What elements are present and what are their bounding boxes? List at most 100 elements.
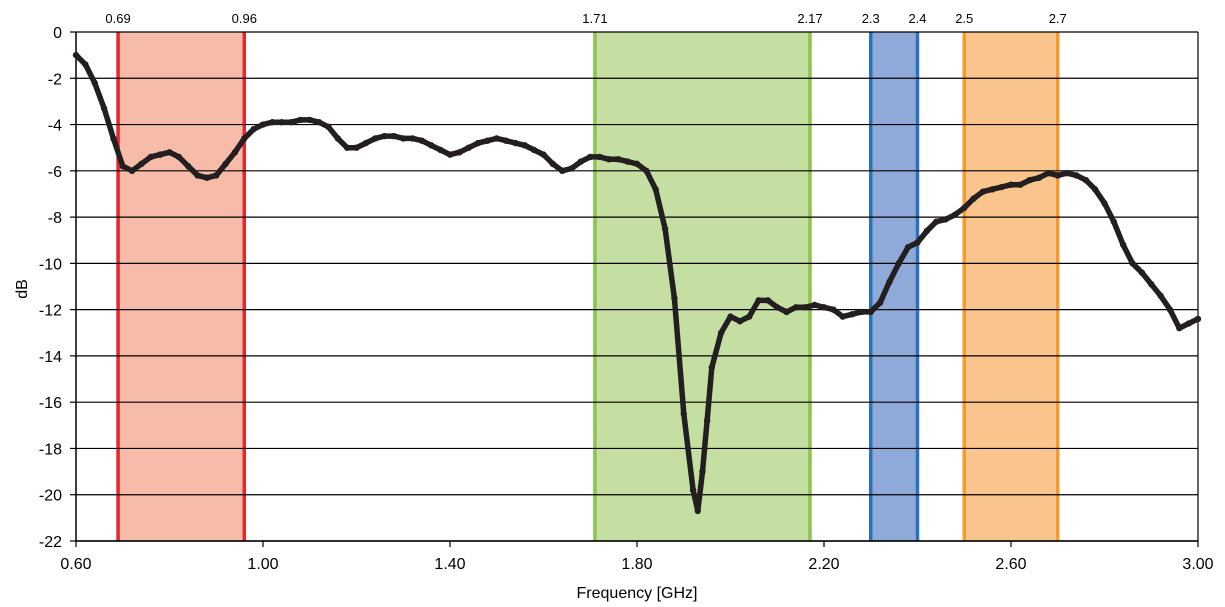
data-point <box>259 121 267 128</box>
data-point <box>437 146 444 154</box>
x-tick-label: 3.00 <box>1182 556 1213 573</box>
y-tick-label: -14 <box>39 349 62 366</box>
band-3-start-label: 2.3 <box>862 11 880 26</box>
data-point <box>400 135 407 142</box>
data-point <box>605 156 613 163</box>
data-point <box>231 149 239 156</box>
data-point <box>203 174 211 181</box>
data-point <box>559 167 566 175</box>
data-point <box>717 329 725 336</box>
data-point <box>1138 269 1146 276</box>
band-3 <box>870 32 918 541</box>
data-point <box>727 313 734 320</box>
data-point <box>1035 174 1043 181</box>
data-point <box>521 142 528 149</box>
band-2-end-label: 2.17 <box>797 11 822 26</box>
data-point <box>241 135 248 142</box>
data-point <box>587 153 594 161</box>
data-point <box>250 125 257 133</box>
data-point <box>502 137 510 144</box>
data-point <box>979 188 987 195</box>
data-point <box>549 160 557 168</box>
frequency-bands <box>116 32 1060 541</box>
data-point <box>661 225 669 232</box>
y-tick-label: -2 <box>48 71 62 88</box>
data-point <box>577 158 585 165</box>
x-tick-label: 2.60 <box>995 556 1026 573</box>
band-1-start-label: 0.69 <box>105 11 130 26</box>
data-point <box>970 195 977 202</box>
band-3-end-label: 2.4 <box>908 11 926 26</box>
data-point <box>278 119 285 126</box>
data-point <box>540 151 547 158</box>
data-point <box>334 135 341 142</box>
data-point <box>951 211 959 218</box>
data-point <box>446 151 454 158</box>
data-point <box>1026 176 1033 184</box>
data-point <box>156 151 164 158</box>
data-point <box>72 51 80 59</box>
data-point <box>914 239 921 246</box>
data-point <box>213 172 220 179</box>
data-point <box>961 204 968 212</box>
data-point <box>1166 306 1174 313</box>
data-point <box>989 186 996 193</box>
data-point <box>100 105 108 112</box>
data-point <box>624 158 631 165</box>
data-point <box>652 186 659 193</box>
data-point <box>185 162 192 170</box>
band-4-end-label: 2.7 <box>1049 11 1067 26</box>
data-point <box>783 308 790 316</box>
data-point <box>325 123 332 131</box>
axes <box>70 31 1199 547</box>
data-point <box>886 278 893 286</box>
data-point <box>1007 181 1015 188</box>
data-point <box>876 299 884 306</box>
y-axis-label: dB <box>14 279 31 299</box>
data-point <box>372 135 379 142</box>
data-point <box>147 153 154 161</box>
x-tick-label: 1.80 <box>621 556 652 573</box>
data-point <box>998 183 1005 191</box>
y-tick-label: -6 <box>48 164 62 181</box>
data-point <box>465 144 472 151</box>
data-point <box>830 306 837 313</box>
band-2-start-label: 1.71 <box>582 11 607 26</box>
data-point <box>128 167 136 175</box>
data-point <box>708 364 715 371</box>
data-point <box>175 153 183 161</box>
data-point <box>755 297 762 304</box>
data-point <box>222 160 229 168</box>
band-4-start-label: 2.5 <box>955 11 973 26</box>
data-point <box>746 313 753 320</box>
data-point <box>1148 280 1155 288</box>
data-point <box>297 116 304 124</box>
data-point <box>867 308 874 316</box>
y-tick-label: -20 <box>39 488 62 505</box>
y-tick-label: -8 <box>48 210 62 227</box>
data-point <box>689 486 697 494</box>
data-point <box>839 313 846 320</box>
y-tick-label: -16 <box>39 395 62 412</box>
data-point <box>764 297 772 304</box>
data-point <box>1176 324 1183 332</box>
data-point <box>703 417 711 424</box>
data-point <box>848 311 856 318</box>
data-point <box>1045 169 1052 177</box>
y-tick-label: -22 <box>39 534 62 551</box>
x-tick-label: 0.60 <box>60 556 91 573</box>
band-1 <box>118 32 245 541</box>
y-tick-label: -12 <box>39 303 62 320</box>
y-tick-label: -4 <box>48 118 62 135</box>
data-point <box>1017 181 1024 188</box>
data-point <box>119 162 126 170</box>
data-point <box>811 301 818 309</box>
data-point <box>269 119 276 126</box>
series-layer <box>72 51 1202 515</box>
data-point <box>699 468 706 475</box>
y-tick-label: 0 <box>53 25 62 42</box>
data-point <box>166 149 173 156</box>
data-point <box>633 160 641 168</box>
data-point <box>530 146 538 154</box>
